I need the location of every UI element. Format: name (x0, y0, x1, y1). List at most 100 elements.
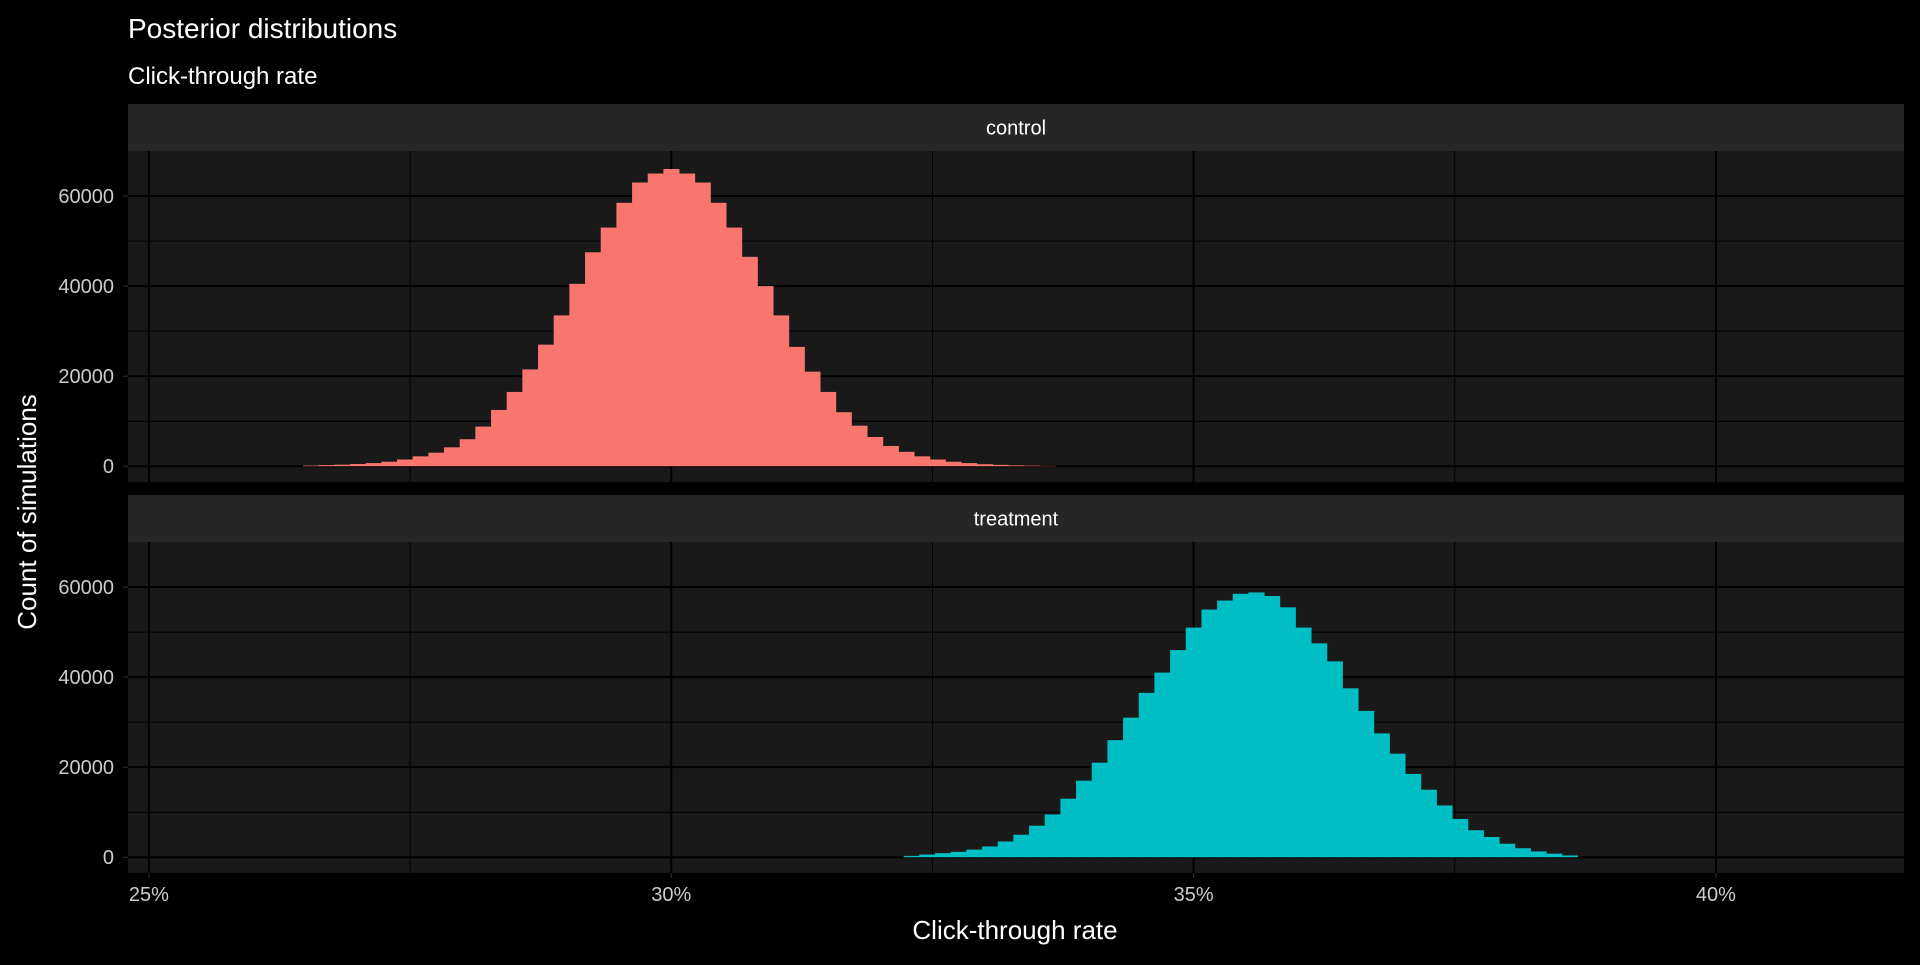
bar-control (334, 465, 350, 467)
bar-control (491, 410, 507, 466)
bar-control (804, 372, 820, 467)
bar-control (930, 459, 946, 466)
y-tick-label: 40000 (58, 667, 114, 689)
x-tick-label: 35% (1174, 884, 1214, 906)
bar-control (898, 452, 914, 466)
bar-control (319, 465, 335, 466)
bar-treatment (1374, 733, 1390, 857)
bar-treatment (966, 850, 982, 858)
bar-control (397, 459, 413, 466)
bar-treatment (1248, 592, 1264, 857)
bar-treatment (1076, 781, 1092, 858)
bar-control (663, 169, 679, 466)
bar-control (742, 257, 758, 466)
panel-treatment: treatment 0 20000 40000 60000 (58, 495, 1904, 873)
chart-title: Posterior distributions (128, 13, 397, 44)
bar-control (601, 228, 617, 467)
bar-treatment (1217, 601, 1233, 858)
x-axis-title: Click-through rate (912, 915, 1117, 945)
bar-treatment (1436, 805, 1452, 857)
bar-control (695, 183, 711, 467)
bar-control (460, 439, 476, 466)
bar-control (616, 203, 632, 466)
bar-control (836, 412, 852, 466)
bar-treatment (1139, 693, 1155, 857)
bar-control (945, 462, 961, 467)
bar-treatment (919, 855, 935, 858)
bar-control (773, 315, 789, 466)
y-tick-label: 0 (103, 847, 114, 869)
bar-treatment (1233, 594, 1249, 857)
y-tick-label: 20000 (58, 757, 114, 779)
bar-control (726, 228, 742, 467)
y-tick-label: 60000 (58, 577, 114, 599)
bar-control (381, 462, 397, 467)
panel-background-control (128, 151, 1904, 482)
bar-treatment (982, 846, 998, 857)
bar-control (444, 447, 460, 466)
bar-treatment (1452, 819, 1468, 857)
bar-treatment (1515, 848, 1531, 857)
bar-treatment (1499, 844, 1515, 858)
bar-control (303, 466, 319, 467)
bar-treatment (904, 856, 920, 857)
bar-control (507, 392, 523, 466)
panel-background-treatment (128, 542, 1904, 873)
bar-treatment (1060, 799, 1076, 858)
bar-treatment (1311, 643, 1327, 857)
bar-control (851, 426, 867, 467)
bar-treatment (1013, 835, 1029, 858)
bar-control (992, 465, 1008, 466)
bar-control (538, 345, 554, 467)
strip-label-control: control (986, 118, 1046, 140)
bar-control (554, 315, 570, 466)
bar-treatment (1484, 837, 1500, 857)
y-tick-label: 40000 (58, 276, 114, 298)
bar-control (475, 427, 491, 467)
y-tick-label: 60000 (58, 186, 114, 208)
bar-treatment (1107, 740, 1123, 857)
bar-control (585, 252, 601, 466)
bar-treatment (1045, 814, 1061, 857)
bar-control (1008, 465, 1024, 466)
bar-treatment (1546, 854, 1562, 858)
bar-treatment (1358, 711, 1374, 857)
bar-treatment (1327, 661, 1343, 857)
bar-treatment (1092, 763, 1108, 858)
bar-control (710, 203, 726, 466)
bar-control (648, 174, 664, 467)
bar-control (757, 286, 773, 466)
bar-control (366, 463, 382, 466)
bar-control (522, 369, 538, 466)
bar-treatment (1186, 628, 1202, 858)
bar-treatment (1029, 826, 1045, 858)
facet-panels: control0200004000060000treatment02000040… (58, 104, 1904, 906)
strip-label-treatment: treatment (974, 509, 1059, 531)
bar-treatment (1123, 718, 1139, 858)
bar-treatment (1531, 851, 1547, 857)
bar-control (569, 284, 585, 466)
bar-control (867, 437, 883, 466)
bar-control (789, 347, 805, 466)
x-tick-label: 30% (651, 884, 691, 906)
bar-control (632, 183, 648, 467)
bar-control (413, 456, 429, 466)
chart-subtitle: Click-through rate (128, 63, 317, 90)
bar-control (1024, 466, 1040, 467)
x-tick-label: 40% (1696, 884, 1736, 906)
bar-control (820, 392, 836, 466)
bar-control (977, 464, 993, 466)
bar-control (883, 446, 899, 466)
bar-treatment (935, 853, 951, 857)
bar-treatment (1342, 688, 1358, 857)
x-tick-label: 25% (129, 884, 169, 906)
bar-treatment (1421, 790, 1437, 858)
y-axis-title: Count of simulations (12, 394, 42, 630)
bar-treatment (951, 852, 967, 857)
bar-control (428, 453, 444, 467)
bar-treatment (1562, 855, 1578, 857)
bar-treatment (1405, 774, 1421, 857)
y-tick-label: 0 (103, 456, 114, 478)
